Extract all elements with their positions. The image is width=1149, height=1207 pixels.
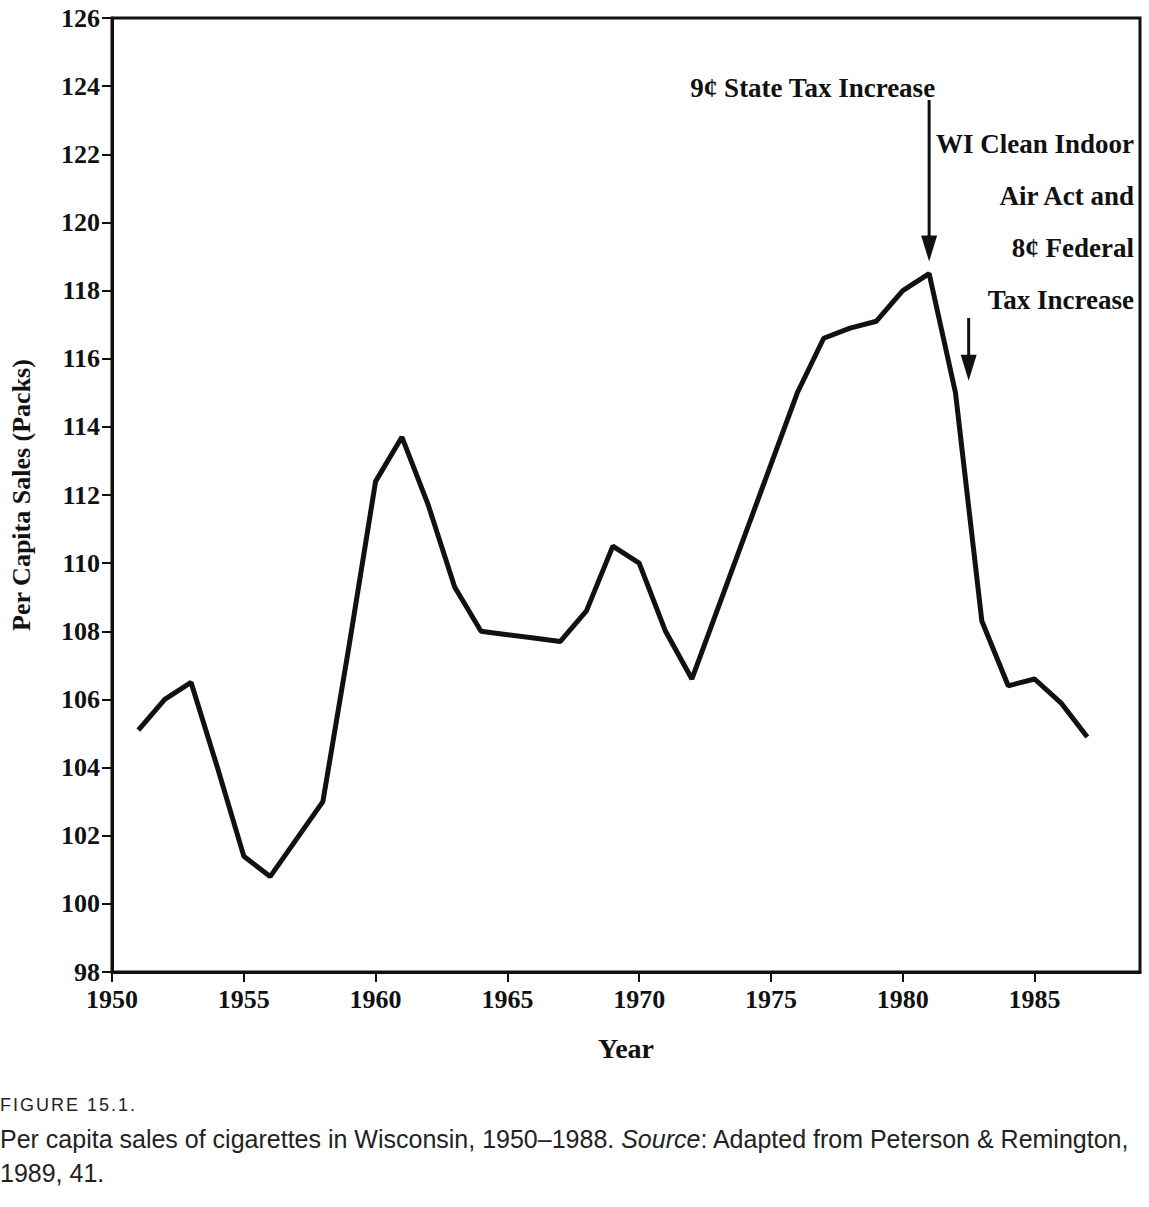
svg-text:1970: 1970 xyxy=(613,985,665,1014)
svg-text:98: 98 xyxy=(74,958,100,987)
svg-text:1950: 1950 xyxy=(86,985,138,1014)
svg-text:114: 114 xyxy=(62,412,100,441)
html-text:Per capita sales of cigarettes: Per capita sales of cigarettes in Wiscon… xyxy=(0,1125,1129,1187)
svg-text:122: 122 xyxy=(61,140,100,169)
svg-text:Per Capita Sales (Packs): Per Capita Sales (Packs) xyxy=(7,359,36,631)
svg-text:120: 120 xyxy=(61,208,100,237)
svg-text:100: 100 xyxy=(61,889,100,918)
svg-text:WI Clean Indoor: WI Clean Indoor xyxy=(936,129,1134,159)
svg-text:1975: 1975 xyxy=(745,985,797,1014)
svg-text:104: 104 xyxy=(61,753,100,782)
html-text:FIGURE 15.1.: FIGURE 15.1. xyxy=(0,1095,137,1115)
svg-text:108: 108 xyxy=(61,617,100,646)
svg-text:116: 116 xyxy=(62,344,100,373)
svg-text:1985: 1985 xyxy=(1009,985,1061,1014)
svg-text:1960: 1960 xyxy=(350,985,402,1014)
svg-text:1955: 1955 xyxy=(218,985,270,1014)
svg-text:112: 112 xyxy=(62,481,100,510)
svg-text:124: 124 xyxy=(61,72,100,101)
svg-text:106: 106 xyxy=(61,685,100,714)
svg-text:126: 126 xyxy=(61,4,100,33)
svg-text:8¢ Federal: 8¢ Federal xyxy=(1012,233,1135,263)
svg-text:102: 102 xyxy=(61,821,100,850)
svg-text:110: 110 xyxy=(62,549,100,578)
svg-text:9¢ State Tax Increase: 9¢ State Tax Increase xyxy=(690,73,935,103)
svg-text:1965: 1965 xyxy=(481,985,533,1014)
svg-text:Tax Increase: Tax Increase xyxy=(988,285,1134,315)
svg-text:118: 118 xyxy=(62,276,100,305)
svg-text:Air Act and: Air Act and xyxy=(999,181,1134,211)
svg-text:1980: 1980 xyxy=(877,985,929,1014)
svg-text:Year: Year xyxy=(598,1033,654,1064)
